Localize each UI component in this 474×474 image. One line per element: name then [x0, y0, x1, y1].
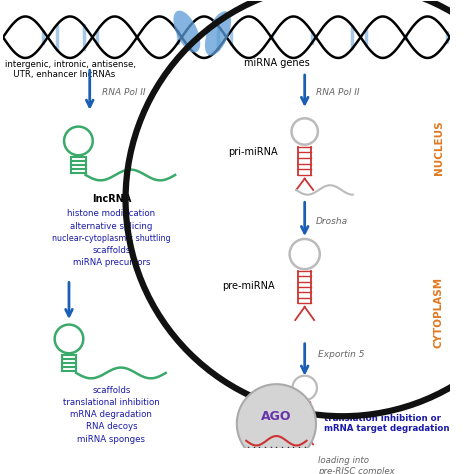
Text: alternative splicing: alternative splicing [70, 222, 153, 231]
Text: RNA decoys: RNA decoys [86, 422, 137, 431]
Text: miRNA genes: miRNA genes [244, 57, 309, 67]
Text: NUCLEUS: NUCLEUS [434, 120, 444, 175]
Text: translation inhibition or
mRNA target degradation: translation inhibition or mRNA target de… [324, 414, 449, 433]
Circle shape [237, 384, 316, 464]
Text: pri-miRNA: pri-miRNA [228, 147, 278, 157]
Text: miRNA precursors: miRNA precursors [73, 258, 150, 267]
Text: RNA Pol II: RNA Pol II [316, 88, 359, 97]
Text: mRNA degradation: mRNA degradation [71, 410, 152, 419]
Text: scaffolds: scaffolds [92, 386, 131, 395]
Text: miRNA sponges: miRNA sponges [77, 435, 146, 444]
Text: Drosha: Drosha [316, 217, 348, 226]
Text: RNA Pol II: RNA Pol II [102, 88, 146, 97]
Text: AGO: AGO [261, 410, 292, 423]
Text: CYTOPLASM: CYTOPLASM [434, 277, 444, 348]
Text: scaffolds: scaffolds [92, 246, 131, 255]
Text: lncRNA: lncRNA [92, 194, 131, 204]
Ellipse shape [205, 11, 231, 55]
Text: Exportin 5: Exportin 5 [318, 350, 365, 359]
Text: nuclear-cytoplasmic shuttling: nuclear-cytoplasmic shuttling [52, 234, 171, 243]
Text: translational inhibition: translational inhibition [63, 398, 160, 407]
Text: intergenic, intronic, antisense,
   UTR, enhancer lncRNAs: intergenic, intronic, antisense, UTR, en… [5, 60, 136, 79]
Ellipse shape [173, 10, 200, 53]
Text: loading into
pre-RISC complex: loading into pre-RISC complex [318, 456, 395, 474]
Text: histone modification: histone modification [67, 210, 155, 219]
Text: pre-miRNA: pre-miRNA [222, 281, 274, 291]
